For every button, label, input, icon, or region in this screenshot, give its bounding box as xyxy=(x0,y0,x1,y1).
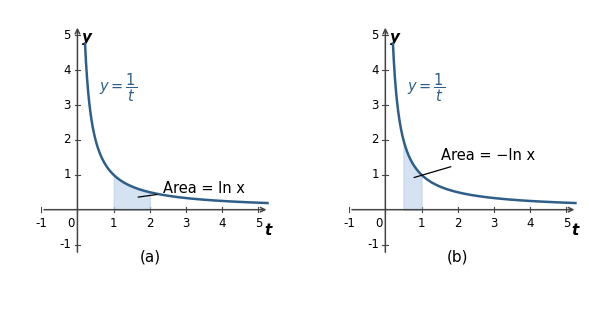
Text: 1: 1 xyxy=(418,217,425,230)
Text: 3: 3 xyxy=(183,217,190,230)
Text: 5: 5 xyxy=(562,217,570,230)
Text: 4: 4 xyxy=(371,64,379,77)
Text: (a): (a) xyxy=(139,250,160,265)
Text: 4: 4 xyxy=(219,217,226,230)
Text: Area = −ln x: Area = −ln x xyxy=(414,148,535,178)
Text: -1: -1 xyxy=(35,217,47,230)
Text: 2: 2 xyxy=(454,217,462,230)
Text: $y = \dfrac{1}{t}$: $y = \dfrac{1}{t}$ xyxy=(407,71,445,104)
Text: 3: 3 xyxy=(490,217,498,230)
Text: 5: 5 xyxy=(372,29,379,42)
Text: 1: 1 xyxy=(64,168,71,181)
Text: 5: 5 xyxy=(255,217,262,230)
Text: 2: 2 xyxy=(371,133,379,146)
Text: 2: 2 xyxy=(64,133,71,146)
Text: Area = ln x: Area = ln x xyxy=(138,181,244,197)
Text: -1: -1 xyxy=(367,238,379,251)
Text: t: t xyxy=(572,223,579,238)
Text: 3: 3 xyxy=(64,99,71,112)
Text: -1: -1 xyxy=(59,238,71,251)
Text: 2: 2 xyxy=(146,217,154,230)
Text: t: t xyxy=(264,223,271,238)
Text: 4: 4 xyxy=(527,217,534,230)
Text: 3: 3 xyxy=(372,99,379,112)
Text: $y = \dfrac{1}{t}$: $y = \dfrac{1}{t}$ xyxy=(99,71,137,104)
Text: -1: -1 xyxy=(343,217,355,230)
Text: 1: 1 xyxy=(371,168,379,181)
Text: 5: 5 xyxy=(64,29,71,42)
Text: 0: 0 xyxy=(67,217,75,230)
Text: y: y xyxy=(82,30,92,45)
Text: 1: 1 xyxy=(110,217,117,230)
Text: y: y xyxy=(390,30,400,45)
Text: (b): (b) xyxy=(447,250,468,265)
Text: 4: 4 xyxy=(64,64,71,77)
Text: 0: 0 xyxy=(375,217,382,230)
